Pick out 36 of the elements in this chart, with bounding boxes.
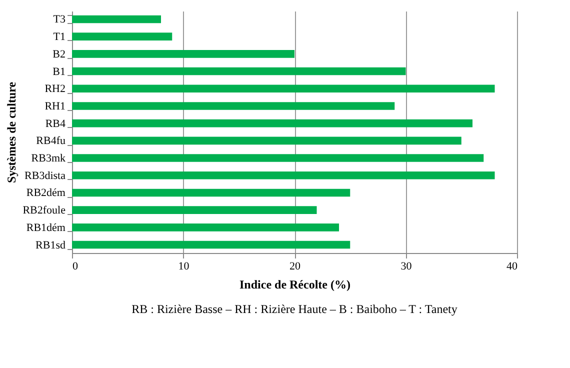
bar: [72, 224, 339, 232]
bar: [72, 188, 350, 197]
y-tick-label: RB2dém: [26, 187, 66, 200]
y-tick-label: T3: [53, 14, 66, 26]
bar: [72, 102, 395, 110]
y-tick-label: RH1: [44, 100, 66, 112]
y-tick-label: B1: [52, 66, 66, 78]
y-tick-label: RB1sd: [36, 239, 66, 252]
bar: [72, 84, 495, 93]
y-axis-title: Systèmes de culture: [4, 81, 19, 184]
bar: [72, 15, 161, 24]
bar: [72, 119, 472, 128]
text: RB : Rizière Basse – RH : Rizière Haute – B : Baiboho – T : Tanety: [132, 302, 458, 316]
x-tick-label: 0: [72, 260, 78, 272]
y-tick-label: B2: [52, 48, 66, 60]
y-tick-label: RH2: [44, 83, 66, 96]
x-tick-label: 40: [506, 260, 518, 272]
y-tick-label: RB1dém: [26, 222, 66, 234]
x-tick-label: 10: [178, 260, 190, 272]
bar: [72, 171, 495, 180]
y-tick-label: RB4fu: [36, 135, 66, 148]
y-tick-label: T1: [53, 31, 66, 44]
y-tick-label: RB4: [45, 118, 66, 130]
bar: [72, 50, 294, 58]
bar: [72, 136, 462, 145]
bar: [72, 206, 317, 214]
y-tick-label: RB3mk: [31, 152, 66, 165]
x-tick-label: 20: [290, 260, 301, 272]
bar: [72, 67, 406, 76]
x-axis-title: Indice de Récolte (%): [240, 278, 350, 292]
y-tick-label: RB2foule: [22, 204, 66, 217]
bar: [72, 32, 172, 40]
bar: [72, 154, 484, 162]
bar: [72, 240, 350, 249]
x-tick-label: 30: [400, 260, 412, 272]
y-tick-label: RB3dista: [24, 170, 66, 182]
